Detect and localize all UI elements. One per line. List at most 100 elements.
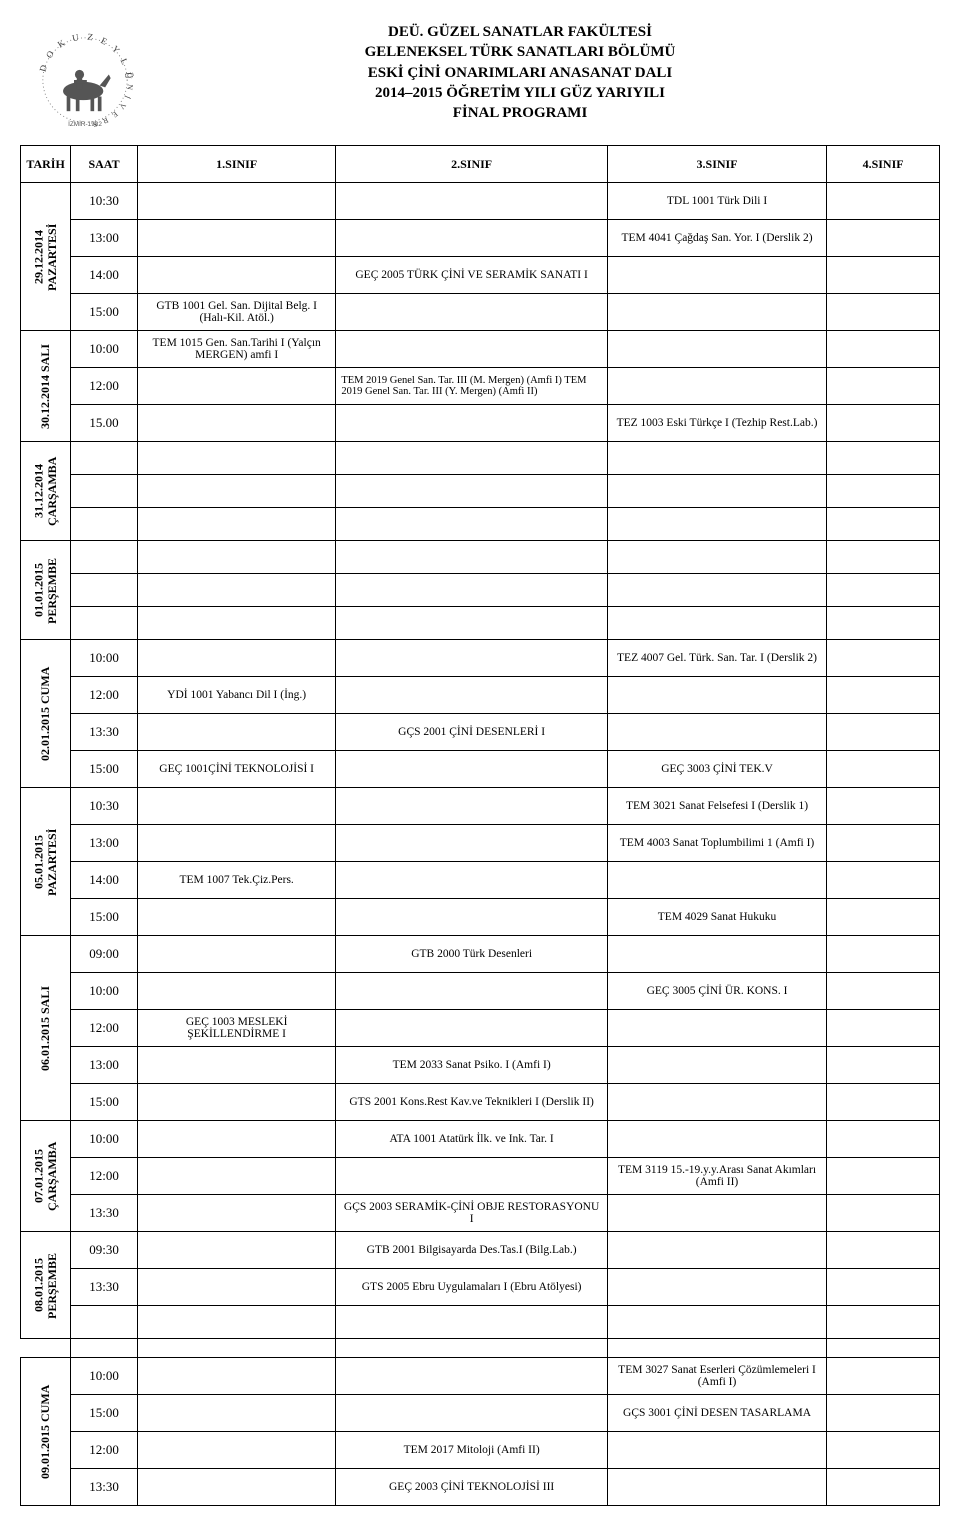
cell-c4 — [827, 1195, 940, 1232]
cell-c1 — [137, 574, 335, 607]
cell-c2: GEÇ 2003 ÇİNİ TEKNOLOJİSİ III — [336, 1469, 608, 1506]
cell-c1 — [137, 825, 335, 862]
table-row: 07.01.2015 ÇARŞAMBA 10:00 ATA 1001 Atatü… — [21, 1121, 940, 1158]
table-row: 29.12.2014 PAZARTESİ 10:30 TDL 1001 Türk… — [21, 183, 940, 220]
time-cell: 10:00 — [71, 1358, 138, 1395]
date-cell: 01.01.2015 PERŞEMBE — [21, 541, 71, 640]
cell-c4 — [827, 508, 940, 541]
cell-c2 — [336, 541, 608, 574]
time-cell: 14:00 — [71, 257, 138, 294]
cell-c4 — [827, 294, 940, 331]
cell-c4 — [827, 220, 940, 257]
cell-c2 — [336, 1358, 608, 1395]
table-row: 10:00 GEÇ 3005 ÇİNİ ÜR. KONS. I — [21, 973, 940, 1010]
cell-c1 — [137, 1358, 335, 1395]
table-row: 02.01.2015 CUMA 10:00 TEZ 4007 Gel. Türk… — [21, 640, 940, 677]
cell-c4 — [827, 1010, 940, 1047]
cell-c1 — [137, 1306, 335, 1339]
cell-c2: TEM 2033 Sanat Psiko. I (Amfi I) — [336, 1047, 608, 1084]
table-row: 12:00 TEM 2017 Mitoloji (Amfi II) — [21, 1432, 940, 1469]
time-cell: 12:00 — [71, 1158, 138, 1195]
table-header-row: TARİH SAAT 1.SINIF 2.SINIF 3.SINIF 4.SIN… — [21, 146, 940, 183]
cell-c1 — [137, 220, 335, 257]
time-cell: 13:30 — [71, 1469, 138, 1506]
cell-c2 — [336, 640, 608, 677]
cell-c4 — [827, 1232, 940, 1269]
table-row: 13:00 TEM 2033 Sanat Psiko. I (Amfi I) — [21, 1047, 940, 1084]
cell-c1 — [137, 714, 335, 751]
cell-c2 — [336, 475, 608, 508]
cell-c4 — [827, 257, 940, 294]
cell-c4 — [827, 973, 940, 1010]
cell-c3 — [607, 677, 826, 714]
cell-c2 — [336, 825, 608, 862]
cell-c4 — [827, 331, 940, 368]
cell-c2: GEÇ 2005 TÜRK ÇİNİ VE SERAMİK SANATI I — [336, 257, 608, 294]
cell-c3 — [607, 1269, 826, 1306]
cell-c2 — [336, 508, 608, 541]
time-cell — [71, 607, 138, 640]
time-cell: 09:30 — [71, 1232, 138, 1269]
table-row: 13:00 TEM 4041 Çağdaş San. Yor. I (Dersl… — [21, 220, 940, 257]
cell-c3 — [607, 862, 826, 899]
time-cell: 15.00 — [71, 405, 138, 442]
cell-c1 — [137, 1121, 335, 1158]
table-row: 06.01.2015 SALI 09:00 GTB 2000 Türk Dese… — [21, 936, 940, 973]
cell-c2 — [336, 973, 608, 1010]
cell-c4 — [827, 1469, 940, 1506]
cell-c3 — [607, 508, 826, 541]
table-row: 13:30 GEÇ 2003 ÇİNİ TEKNOLOJİSİ III — [21, 1469, 940, 1506]
time-cell — [71, 508, 138, 541]
cell-c1 — [137, 1047, 335, 1084]
cell-c3 — [607, 475, 826, 508]
time-cell: 15:00 — [71, 1395, 138, 1432]
cell-c1 — [137, 640, 335, 677]
cell-c3 — [607, 442, 826, 475]
cell-c2 — [336, 862, 608, 899]
time-cell: 15:00 — [71, 751, 138, 788]
time-cell: 12:00 — [71, 1432, 138, 1469]
table-row: 14:00 GEÇ 2005 TÜRK ÇİNİ VE SERAMİK SANA… — [21, 257, 940, 294]
cell-c4 — [827, 1432, 940, 1469]
cell-c2 — [336, 1010, 608, 1047]
cell-c1 — [137, 541, 335, 574]
table-row — [21, 607, 940, 640]
table-row: 15:00 TEM 4029 Sanat Hukuku — [21, 899, 940, 936]
cell-c4 — [827, 475, 940, 508]
cell-c1: YDİ 1001 Yabancı Dil I (İng.) — [137, 677, 335, 714]
cell-c2 — [336, 899, 608, 936]
cell-c4 — [827, 862, 940, 899]
table-row: 13:30 GÇS 2003 SERAMİK-ÇİNİ OBJE RESTORA… — [21, 1195, 940, 1232]
table-row: 15:00 GÇS 3001 ÇİNİ DESEN TASARLAMA — [21, 1395, 940, 1432]
time-cell: 10:00 — [71, 331, 138, 368]
time-cell: 12:00 — [71, 368, 138, 405]
time-cell: 10:00 — [71, 640, 138, 677]
time-cell: 13:30 — [71, 1269, 138, 1306]
cell-c1: TEM 1015 Gen. San.Tarihi I (Yalçın MERGE… — [137, 331, 335, 368]
cell-c2: GTB 2000 Türk Desenleri — [336, 936, 608, 973]
cell-c1 — [137, 257, 335, 294]
cell-c3 — [607, 1469, 826, 1506]
cell-c3: GEÇ 3003 ÇİNİ TEK.V — [607, 751, 826, 788]
table-row: 31.12.2014 ÇARŞAMBA — [21, 442, 940, 475]
table-row: 12:00 YDİ 1001 Yabancı Dil I (İng.) — [21, 677, 940, 714]
cell-c3 — [607, 1306, 826, 1339]
cell-c1: GEÇ 1001ÇİNİ TEKNOLOJİSİ I — [137, 751, 335, 788]
cell-c4 — [827, 677, 940, 714]
time-cell: 10:30 — [71, 183, 138, 220]
time-cell: 15:00 — [71, 899, 138, 936]
cell-c1 — [137, 405, 335, 442]
cell-c3 — [607, 1232, 826, 1269]
cell-c3 — [607, 1432, 826, 1469]
date-cell: 05.01.2015 PAZARTESİ — [21, 788, 71, 936]
table-row: 14:00 TEM 1007 Tek.Çiz.Pers. — [21, 862, 940, 899]
cell-c2 — [336, 1395, 608, 1432]
page-header: D O K U Z E Y L Ü L Ü N İ V E R S İ T E … — [20, 20, 940, 135]
cell-c2: ATA 1001 Atatürk İlk. ve Ink. Tar. I — [336, 1121, 608, 1158]
time-cell — [71, 541, 138, 574]
cell-c3 — [607, 574, 826, 607]
cell-c1 — [137, 936, 335, 973]
time-cell: 14:00 — [71, 862, 138, 899]
cell-c2 — [336, 574, 608, 607]
cell-c3: GEÇ 3005 ÇİNİ ÜR. KONS. I — [607, 973, 826, 1010]
